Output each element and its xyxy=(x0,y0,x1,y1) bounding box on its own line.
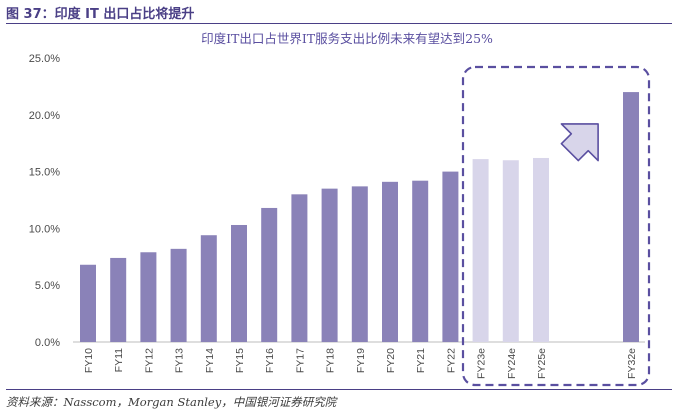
bar-fy13 xyxy=(170,248,187,342)
x-tick-label: FY19 xyxy=(355,348,367,373)
bar-fy14 xyxy=(200,235,217,342)
y-tick-label: 10.0% xyxy=(29,223,60,235)
bar-fy19 xyxy=(351,186,368,342)
y-tick-label: 5.0% xyxy=(35,280,60,292)
y-tick-label: 20.0% xyxy=(29,110,60,122)
y-tick-label: 0.0% xyxy=(35,337,60,349)
bar-fy22 xyxy=(442,171,459,342)
source-note: 资料来源：Nasscom，Morgan Stanley，中国银河证券研究院 xyxy=(6,395,337,409)
bar-fy17 xyxy=(291,194,308,342)
x-tick-label: FY21 xyxy=(415,348,427,373)
bar-fy10 xyxy=(80,264,96,342)
bar-fy24e xyxy=(502,160,519,342)
y-axis: 0.0% 5.0% 10.0% 15.0% 20.0% 25.0% xyxy=(29,53,60,349)
bar-fy32e xyxy=(623,92,639,342)
bar-fy15 xyxy=(231,224,247,342)
x-tick-label: FY10 xyxy=(83,348,95,373)
x-tick-label: FY20 xyxy=(385,348,397,373)
y-tick-label: 15.0% xyxy=(29,167,60,179)
x-tick-label: FY11 xyxy=(113,348,125,372)
x-tick-label: FY18 xyxy=(325,348,337,373)
x-tick-label: FY23e xyxy=(476,348,488,379)
x-tick-label: FY32e xyxy=(626,348,638,379)
upward-trend-arrow-icon xyxy=(560,123,599,162)
figure-title: 图 37：印度 IT 出口占比将提升 xyxy=(6,7,195,22)
bar-fy25e xyxy=(533,157,549,342)
bar-fy23e xyxy=(472,159,489,342)
title-divider xyxy=(6,23,672,24)
bars xyxy=(80,92,639,342)
bottom-divider xyxy=(6,389,672,390)
x-tick-label: FY25e xyxy=(536,348,548,379)
x-tick-label: FY17 xyxy=(294,348,306,373)
bar-fy21 xyxy=(412,180,429,342)
bar-fy20 xyxy=(382,181,398,342)
y-tick-label: 25.0% xyxy=(29,53,60,65)
x-tick-label: FY16 xyxy=(264,348,276,373)
bar-fy16 xyxy=(261,207,278,342)
bar-chart: 印度IT出口占世界IT服务支出比例未来有望达到25% 0.0% 5.0% 10.0%… xyxy=(29,31,651,387)
bar-fy11 xyxy=(110,257,127,342)
bar-fy18 xyxy=(321,188,338,342)
x-tick-label: FY15 xyxy=(234,348,246,373)
x-axis-labels: FY10 FY11 FY12 FY13 FY14 FY15 FY16 FY17 FY18 FY19… xyxy=(83,348,638,379)
x-tick-label: FY12 xyxy=(143,348,155,373)
x-tick-label: FY13 xyxy=(174,348,186,373)
chart-title: 印度IT出口占世界IT服务支出比例未来有望达到25% xyxy=(201,31,493,46)
x-tick-label: FY14 xyxy=(204,348,216,373)
x-tick-label: FY24e xyxy=(506,348,518,379)
bar-fy12 xyxy=(140,252,157,342)
forecast-highlight-box xyxy=(461,65,651,387)
chart-frame: 印度IT出口占世界IT服务支出比例未来有望达到25% 0.0% 5.0% 10.0%… xyxy=(0,26,678,388)
x-tick-label: FY22 xyxy=(445,348,457,373)
